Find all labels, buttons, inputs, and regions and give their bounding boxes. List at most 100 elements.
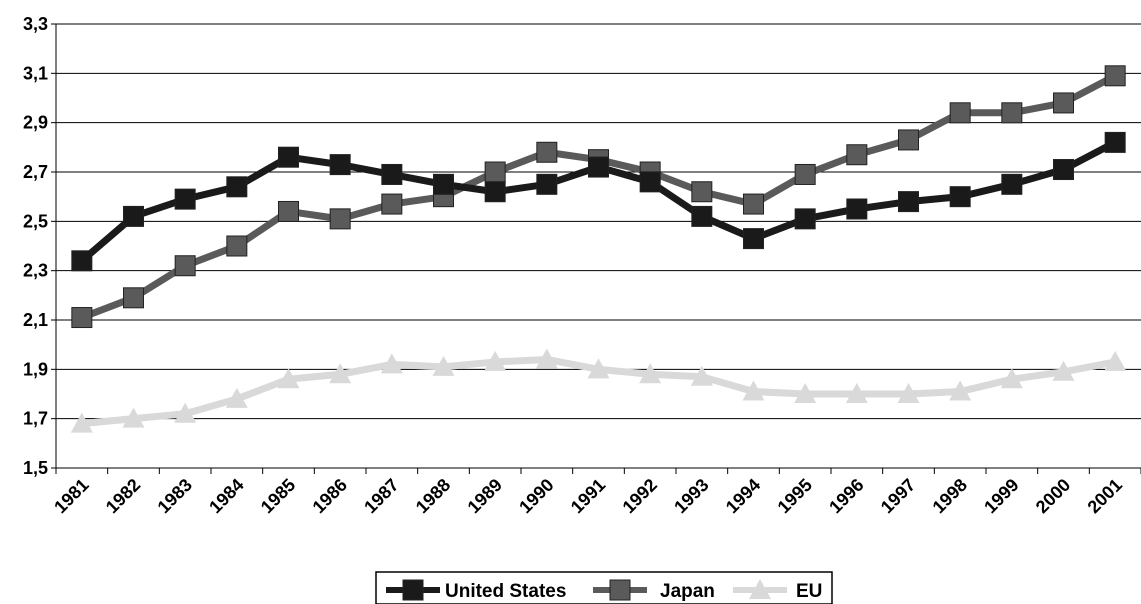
- data-point-eu: [277, 368, 300, 389]
- x-axis-ticks: 1981 1982 1983 1984 1985 1986 1987 1988 1989 1990…: [50, 468, 1141, 517]
- data-point-japan: [329, 208, 351, 230]
- y-tick-label: 1,7: [23, 409, 48, 429]
- data-point-eu: [1000, 368, 1023, 389]
- data-point-japan: [484, 161, 506, 183]
- x-tick-label: 1991: [567, 475, 609, 517]
- data-point-eu: [794, 383, 817, 403]
- x-tick-label: 1998: [929, 475, 971, 517]
- y-axis-ticks: 1,5 1,7 1,9 2,1 2,3 2,5 2,7 2,9 3,1 3,3: [23, 14, 56, 478]
- x-tick-label: 1997: [877, 475, 919, 517]
- data-point-japan: [536, 141, 558, 163]
- data-point-united-states: [949, 186, 971, 208]
- data-point-united-states: [484, 181, 506, 203]
- data-point-united-states: [743, 228, 764, 250]
- data-point-united-states: [123, 205, 144, 227]
- legend: United States Japan EU: [375, 571, 833, 604]
- data-point-eu: [639, 363, 662, 384]
- data-point-united-states: [588, 156, 609, 178]
- data-point-united-states: [691, 205, 713, 227]
- y-tick-label: 3,1: [23, 63, 48, 83]
- legend-item-japan: Japan: [593, 579, 715, 602]
- y-tick-label: 2,3: [23, 261, 48, 281]
- data-point-japan: [794, 163, 816, 185]
- data-point-united-states: [381, 163, 403, 185]
- legend-marker-japan: [609, 579, 631, 601]
- legend-item-eu: EU: [733, 579, 822, 602]
- data-point-eu: [484, 350, 507, 371]
- data-point-japan: [691, 181, 713, 203]
- data-point-eu: [1052, 360, 1075, 381]
- x-tick-label: 1985: [257, 475, 299, 517]
- y-tick-label: 2,1: [23, 310, 48, 330]
- data-point-united-states: [71, 250, 93, 272]
- data-point-eu: [897, 383, 920, 403]
- data-point-japan: [174, 255, 196, 277]
- x-tick-label: 1987: [360, 475, 402, 517]
- y-tick-label: 2,5: [23, 211, 48, 231]
- data-point-eu: [174, 402, 197, 423]
- data-point-japan: [1053, 92, 1074, 114]
- data-point-eu: [432, 355, 455, 376]
- y-tick-label: 1,5: [23, 458, 48, 478]
- data-point-eu: [742, 380, 765, 401]
- data-point-eu: [949, 380, 972, 401]
- x-tick-label: 1999: [980, 475, 1022, 517]
- data-point-united-states: [174, 188, 196, 210]
- data-point-united-states: [639, 171, 661, 193]
- data-point-united-states: [898, 191, 919, 213]
- data-point-united-states: [278, 146, 299, 168]
- data-point-japan: [381, 193, 403, 215]
- legend-item-united-states: United States: [386, 579, 566, 602]
- x-tick-label: 1982: [102, 475, 144, 517]
- data-point-united-states: [1104, 131, 1126, 153]
- data-point-japan: [123, 287, 144, 309]
- data-point-eu: [122, 407, 145, 428]
- data-point-japan: [1104, 65, 1126, 87]
- data-point-eu: [225, 387, 248, 408]
- x-tick-label: 1990: [515, 475, 557, 517]
- legend-label-eu: EU: [796, 581, 822, 602]
- series-group: [70, 65, 1127, 433]
- data-point-japan: [898, 129, 919, 151]
- x-tick-label: 1984: [205, 475, 247, 517]
- data-point-united-states: [329, 154, 351, 176]
- legend-marker-eu: [749, 579, 771, 599]
- data-point-eu: [329, 363, 352, 384]
- x-tick-label: 1988: [412, 475, 454, 517]
- data-point-united-states: [846, 198, 868, 220]
- data-point-japan: [1001, 102, 1023, 124]
- data-point-eu: [70, 412, 93, 433]
- legend-marker-united-states: [402, 579, 424, 601]
- data-point-eu: [380, 353, 403, 374]
- legend-label-japan: Japan: [660, 581, 715, 602]
- x-tick-label: 1983: [154, 475, 196, 517]
- y-tick-label: 1,9: [23, 359, 48, 379]
- data-point-united-states: [1053, 159, 1074, 181]
- data-point-eu: [845, 383, 868, 403]
- y-tick-label: 3,3: [23, 14, 48, 34]
- data-point-japan: [743, 193, 764, 215]
- x-tick-label: 1995: [774, 475, 816, 517]
- data-point-united-states: [433, 173, 454, 195]
- data-point-united-states: [794, 208, 816, 230]
- data-point-united-states: [1001, 173, 1023, 195]
- data-point-united-states: [536, 173, 558, 195]
- y-tick-label: 2,7: [23, 162, 48, 182]
- y-tick-label: 2,9: [23, 113, 48, 133]
- x-tick-label: 1989: [464, 475, 506, 517]
- data-point-eu: [535, 348, 558, 369]
- data-point-japan: [71, 307, 93, 329]
- legend-label-united-states: United States: [445, 581, 566, 602]
- data-point-united-states: [226, 176, 248, 198]
- data-point-japan: [846, 144, 868, 166]
- x-tick-label: 1992: [619, 475, 661, 517]
- x-tick-label: 1996: [825, 475, 867, 517]
- data-point-japan: [278, 200, 299, 222]
- x-tick-label: 1994: [722, 475, 764, 517]
- series-eu: [70, 348, 1127, 433]
- data-point-eu: [587, 358, 610, 379]
- data-point-eu: [1104, 350, 1127, 371]
- x-tick-label: 1993: [670, 475, 712, 517]
- x-tick-label: 1986: [309, 475, 351, 517]
